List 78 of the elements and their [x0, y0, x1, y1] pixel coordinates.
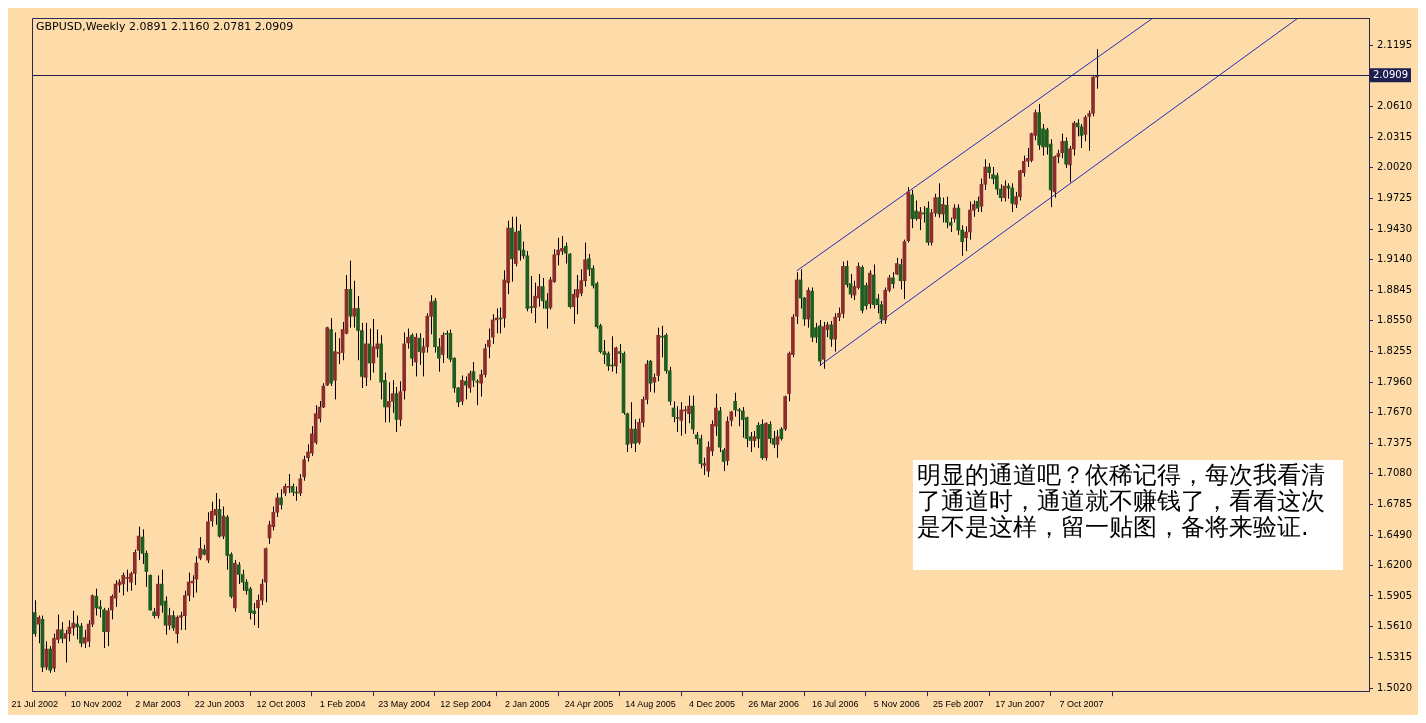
- candlestick: [941, 197, 945, 223]
- candlestick: [633, 418, 637, 453]
- candlestick: [221, 506, 226, 540]
- y-tick-label: 1.6200: [1377, 558, 1413, 570]
- y-tick-label: 1.8255: [1377, 345, 1413, 357]
- chart-title: GBPUSD,Weekly 2.0891 2.1160 2.0781 2.0909: [36, 20, 294, 34]
- candlestick: [236, 561, 241, 585]
- y-tick-label: 1.7670: [1377, 405, 1413, 417]
- x-tick-label: 26 Mar 2006: [748, 699, 799, 710]
- y-tick-label: 2.1195: [1377, 39, 1413, 51]
- x-tick-label: 12 Sep 2004: [440, 699, 492, 710]
- y-tick-label: 1.7375: [1377, 436, 1413, 448]
- candlestick: [937, 182, 941, 219]
- candlestick: [279, 488, 283, 510]
- candlestick: [444, 330, 449, 359]
- y-tick-label: 1.6785: [1377, 498, 1413, 510]
- y-tick-label: 1.7960: [1377, 375, 1413, 387]
- candlestick: [1064, 136, 1068, 169]
- y-tick-label: 1.5020: [1377, 681, 1413, 693]
- candlestick: [175, 615, 179, 644]
- candlestick: [352, 280, 356, 329]
- candlestick: [833, 312, 838, 353]
- candlestick: [733, 392, 737, 418]
- annotation: 明显的通道吧？依稀记得，每次我看清了通道时，通道就不赚钱了，看看这次是不是这样，留一贴图，备将来验证.: [913, 460, 1343, 570]
- candlestick: [410, 332, 414, 367]
- x-tick-label: 14 Aug 2005: [625, 699, 676, 710]
- candlestick: [171, 610, 176, 632]
- candlestick: [944, 196, 949, 229]
- x-tick-label: 7 Oct 2007: [1059, 699, 1104, 710]
- x-tick-label: 21 Jul 2002: [11, 699, 59, 710]
- candlestick: [125, 569, 129, 593]
- y-tick-label: 1.9725: [1377, 192, 1413, 204]
- y-tick-label: 1.7080: [1377, 467, 1413, 479]
- y-tick-label: 1.8550: [1377, 314, 1413, 326]
- x-tick-label: 5 Nov 2006: [873, 699, 920, 710]
- candlestick: [767, 420, 772, 444]
- y-tick-label: 1.5905: [1377, 589, 1413, 601]
- candlestick: [48, 645, 52, 674]
- candlestick: [460, 375, 464, 406]
- x-tick-label: 24 Apr 2005: [564, 699, 614, 710]
- y-tick-label: 1.6490: [1377, 528, 1413, 540]
- x-tick-label: 25 Feb 2007: [933, 699, 984, 710]
- candlestick: [71, 610, 76, 637]
- candlestick: [675, 405, 680, 433]
- candlestick: [463, 375, 468, 400]
- y-tick-label: 2.0610: [1377, 100, 1413, 112]
- x-tick-label: 16 Jul 2006: [811, 699, 859, 710]
- y-tick-label: 1.9140: [1377, 252, 1413, 264]
- x-tick-label: 17 Jun 2007: [995, 699, 1045, 710]
- x-tick-label: 23 May 2004: [378, 699, 431, 710]
- candlestick: [63, 629, 68, 663]
- candlestick: [286, 473, 291, 494]
- x-tick-label: 2 Jan 2005: [505, 699, 550, 710]
- y-tick-label: 1.9430: [1377, 222, 1413, 234]
- candlestick: [690, 395, 695, 435]
- y-tick-label: 2.0020: [1377, 161, 1413, 173]
- candlestick: [679, 401, 684, 437]
- y-tick-label: 1.5610: [1377, 620, 1413, 632]
- y-tick-label: 2.0315: [1377, 130, 1413, 142]
- x-tick-label: 10 Nov 2002: [70, 699, 122, 710]
- candlestick: [75, 615, 79, 640]
- x-tick-label: 1 Feb 2004: [319, 699, 366, 710]
- x-tick-label: 2 Mar 2003: [135, 699, 181, 710]
- candlestick: [741, 406, 745, 439]
- candlestick: [918, 206, 922, 231]
- x-tick-label: 22 Jun 2003: [194, 699, 245, 710]
- x-tick-label: 4 Dec 2005: [689, 699, 736, 710]
- y-tick-label: 1.5315: [1377, 650, 1413, 662]
- candlestick: [386, 381, 391, 423]
- candlestick: [629, 401, 634, 449]
- x-tick-label: 12 Oct 2003: [256, 699, 306, 710]
- candlestick: [1060, 133, 1065, 159]
- candlestick: [44, 640, 49, 671]
- y-tick-label: 1.8845: [1377, 283, 1413, 295]
- candlestick: [540, 277, 545, 310]
- candlestick: [32, 599, 37, 638]
- ref-line-label: 2.0909: [1373, 68, 1409, 80]
- candlestick: [59, 621, 64, 644]
